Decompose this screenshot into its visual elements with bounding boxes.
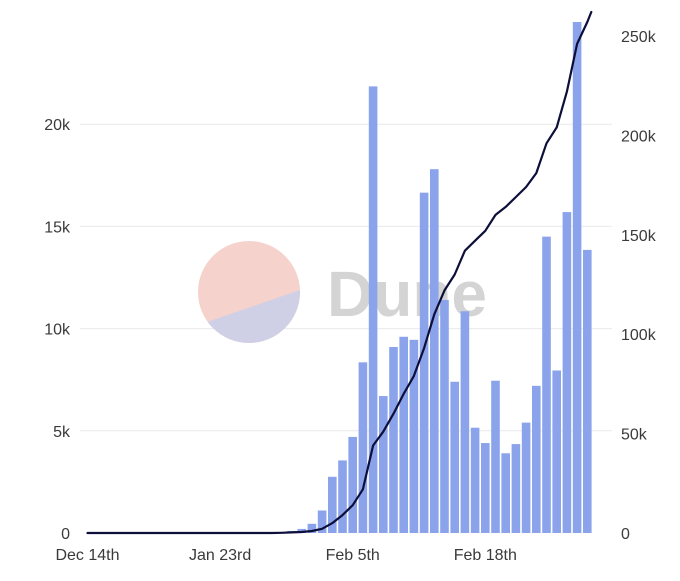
bar xyxy=(368,86,378,534)
cumulative-line xyxy=(86,10,593,535)
right-y-tick-label: 250k xyxy=(621,29,657,46)
x-tick-label: Jan 23rd xyxy=(189,547,251,564)
bar xyxy=(338,460,347,533)
bar xyxy=(379,396,388,533)
right-y-tick-label: 150k xyxy=(621,228,657,245)
bar xyxy=(419,192,429,533)
bar xyxy=(542,236,551,533)
right-y-axis: 0 50k 100k 150k 200k 250k xyxy=(621,29,657,543)
bar xyxy=(572,22,582,533)
right-y-tick-label: 100k xyxy=(621,327,657,344)
bar xyxy=(389,346,398,533)
bar xyxy=(307,523,317,533)
right-y-tick-label: 50k xyxy=(621,427,648,444)
bar xyxy=(450,381,459,533)
bar xyxy=(430,169,439,533)
cumulative-line-series xyxy=(86,10,593,535)
bar xyxy=(491,380,500,533)
x-tick-label: Dec 14th xyxy=(55,547,119,564)
bar xyxy=(358,362,368,533)
bar xyxy=(317,510,327,533)
bar xyxy=(521,422,531,533)
x-axis: Dec 14th Jan 23rd Feb 5th Feb 18th xyxy=(55,547,516,564)
right-y-tick-label: 0 xyxy=(621,526,630,543)
x-tick-label: Feb 18th xyxy=(454,547,517,564)
bar xyxy=(481,443,490,533)
left-y-tick-label: 10k xyxy=(44,322,71,339)
right-y-tick-label: 200k xyxy=(621,128,657,145)
bar xyxy=(552,370,561,533)
bar xyxy=(409,339,419,533)
bar xyxy=(562,212,572,534)
left-y-tick-label: 5k xyxy=(53,424,71,441)
left-y-tick-label: 15k xyxy=(44,219,71,236)
bar xyxy=(470,427,480,533)
bar xyxy=(583,249,592,533)
bar xyxy=(348,436,357,533)
bar xyxy=(511,444,521,533)
bar-series xyxy=(277,22,592,534)
bar xyxy=(460,311,470,533)
x-tick-label: Feb 5th xyxy=(326,547,380,564)
watermark-text: Dune xyxy=(327,258,487,330)
bar xyxy=(328,476,337,533)
left-y-tick-label: 0 xyxy=(61,526,70,543)
left-y-axis: 0 5k 10k 15k 20k xyxy=(44,117,71,543)
bar xyxy=(532,385,541,533)
left-y-tick-label: 20k xyxy=(44,117,71,134)
bar xyxy=(399,336,408,533)
bar xyxy=(501,453,510,533)
bar xyxy=(440,299,449,533)
